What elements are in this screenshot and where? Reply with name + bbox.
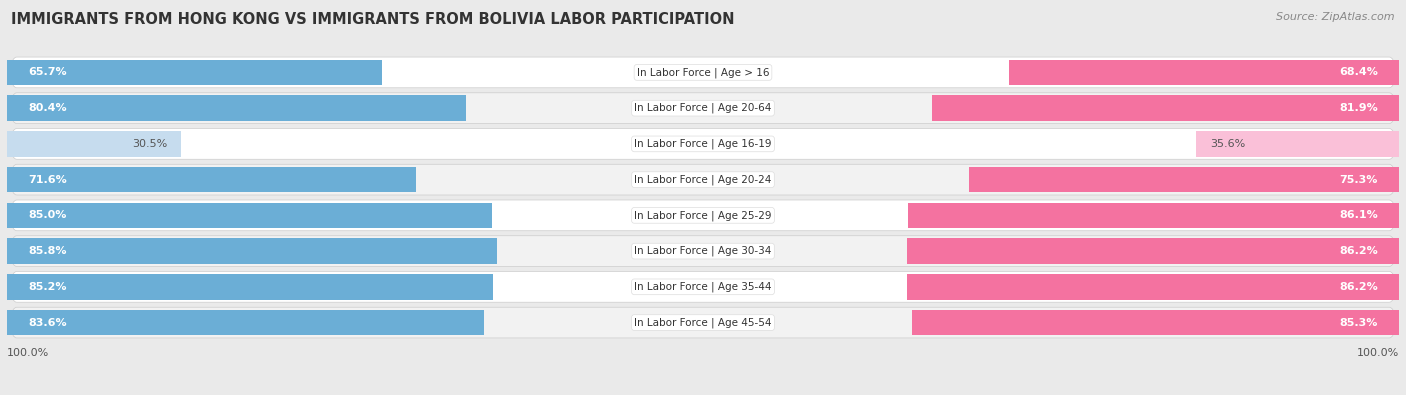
Text: In Labor Force | Age 16-19: In Labor Force | Age 16-19	[634, 139, 772, 149]
Text: 85.2%: 85.2%	[28, 282, 66, 292]
Bar	[969, 167, 1399, 192]
Bar	[7, 131, 181, 157]
Bar	[932, 95, 1399, 121]
Text: In Labor Force | Age 35-44: In Labor Force | Age 35-44	[634, 282, 772, 292]
Bar	[7, 238, 496, 264]
Bar	[1195, 131, 1399, 157]
FancyBboxPatch shape	[11, 128, 1395, 159]
Text: 68.4%: 68.4%	[1340, 68, 1378, 77]
FancyBboxPatch shape	[11, 271, 1395, 302]
Text: 71.6%: 71.6%	[28, 175, 66, 184]
FancyBboxPatch shape	[11, 200, 1395, 231]
Bar	[907, 238, 1399, 264]
Text: In Labor Force | Age 30-34: In Labor Force | Age 30-34	[634, 246, 772, 256]
Text: 35.6%: 35.6%	[1209, 139, 1244, 149]
Text: In Labor Force | Age 45-54: In Labor Force | Age 45-54	[634, 317, 772, 328]
Text: 80.4%: 80.4%	[28, 103, 66, 113]
Text: In Labor Force | Age 20-24: In Labor Force | Age 20-24	[634, 174, 772, 185]
Bar	[7, 167, 416, 192]
Text: Source: ZipAtlas.com: Source: ZipAtlas.com	[1277, 12, 1395, 22]
Text: 30.5%: 30.5%	[132, 139, 167, 149]
Text: 100.0%: 100.0%	[1357, 348, 1399, 357]
FancyBboxPatch shape	[11, 57, 1395, 88]
Text: 85.3%: 85.3%	[1340, 318, 1378, 327]
Bar	[7, 95, 465, 121]
Bar	[7, 203, 492, 228]
FancyBboxPatch shape	[11, 307, 1395, 338]
Text: 85.8%: 85.8%	[28, 246, 66, 256]
Text: In Labor Force | Age 20-64: In Labor Force | Age 20-64	[634, 103, 772, 113]
Bar	[908, 203, 1399, 228]
Bar	[7, 310, 484, 335]
Text: 65.7%: 65.7%	[28, 68, 66, 77]
FancyBboxPatch shape	[11, 164, 1395, 195]
Bar	[7, 274, 494, 300]
Text: IMMIGRANTS FROM HONG KONG VS IMMIGRANTS FROM BOLIVIA LABOR PARTICIPATION: IMMIGRANTS FROM HONG KONG VS IMMIGRANTS …	[11, 12, 735, 27]
Bar	[907, 274, 1399, 300]
FancyBboxPatch shape	[11, 93, 1395, 124]
Text: 85.0%: 85.0%	[28, 211, 66, 220]
Text: 86.2%: 86.2%	[1340, 282, 1378, 292]
Bar	[912, 310, 1399, 335]
Text: In Labor Force | Age 25-29: In Labor Force | Age 25-29	[634, 210, 772, 221]
Text: In Labor Force | Age > 16: In Labor Force | Age > 16	[637, 67, 769, 78]
Bar	[7, 60, 382, 85]
Text: 86.1%: 86.1%	[1340, 211, 1378, 220]
Text: 83.6%: 83.6%	[28, 318, 66, 327]
Text: 81.9%: 81.9%	[1340, 103, 1378, 113]
Text: 86.2%: 86.2%	[1340, 246, 1378, 256]
Text: 100.0%: 100.0%	[7, 348, 49, 357]
Bar	[1008, 60, 1399, 85]
FancyBboxPatch shape	[11, 236, 1395, 267]
Text: 75.3%: 75.3%	[1340, 175, 1378, 184]
